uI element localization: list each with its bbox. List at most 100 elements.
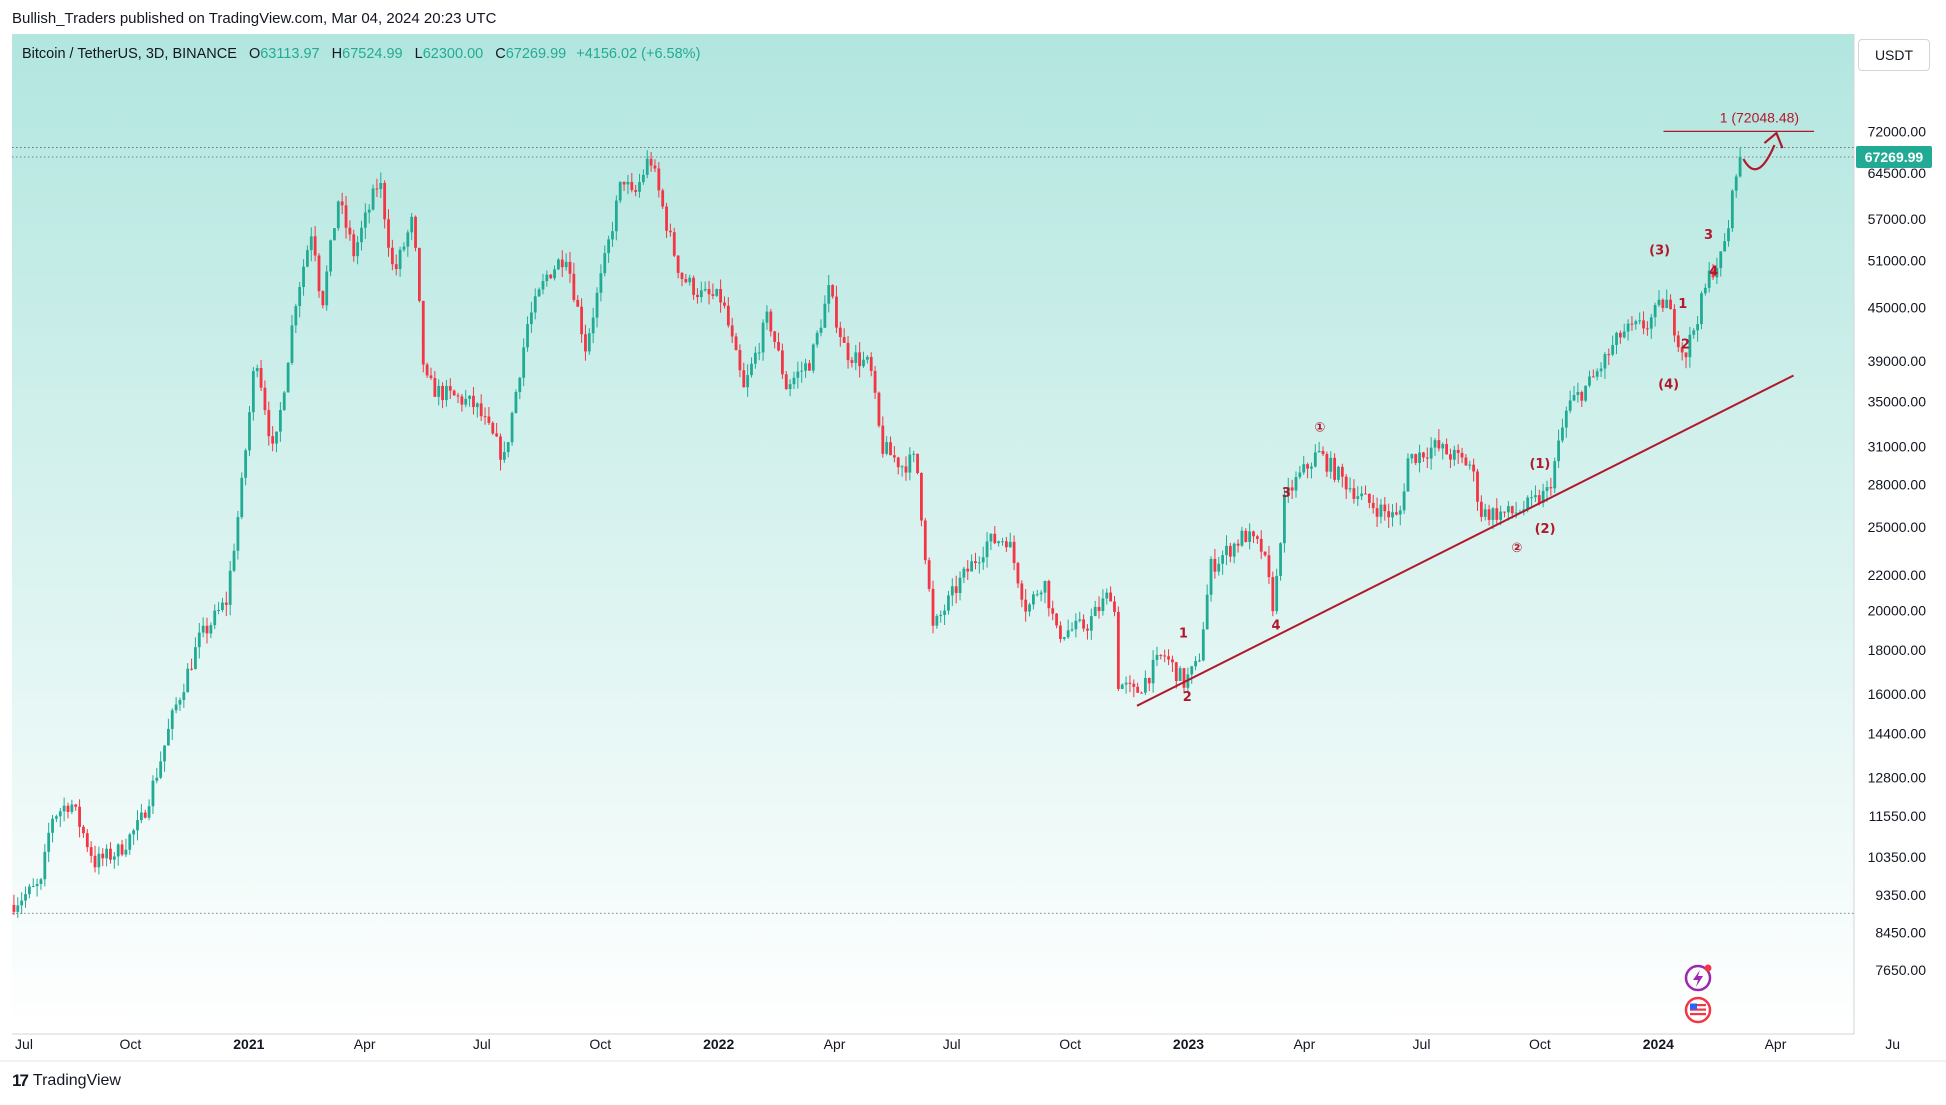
candle-up bbox=[827, 285, 831, 304]
wave-label: 1 bbox=[1179, 627, 1188, 642]
candle-up bbox=[1406, 458, 1410, 492]
candle-up bbox=[1398, 510, 1402, 515]
candle-down bbox=[993, 533, 997, 544]
price-tick-label: 12800.00 bbox=[1868, 769, 1927, 785]
candle-down bbox=[920, 473, 923, 521]
candle-down bbox=[657, 168, 661, 191]
candle-up bbox=[599, 273, 603, 293]
brand-name: TradingView bbox=[32, 1072, 121, 1089]
candle-up bbox=[1557, 440, 1560, 462]
candle-up bbox=[1310, 466, 1313, 469]
candle-down bbox=[1414, 454, 1418, 463]
candle-up bbox=[336, 201, 340, 229]
time-axis[interactable]: Jul Oct 2021 Apr Jul Oct 2022 Apr Jul Oct 2023 Apr J… bbox=[0, 1033, 1946, 1062]
wave-label: (1) bbox=[1529, 457, 1550, 472]
candle-down bbox=[730, 325, 734, 337]
candle-down bbox=[1537, 495, 1541, 504]
candle-up bbox=[1155, 654, 1159, 660]
candle-down bbox=[881, 425, 885, 454]
candle-up bbox=[1062, 637, 1066, 639]
reference-lines bbox=[12, 147, 1854, 914]
candle-down bbox=[873, 371, 877, 393]
candle-up bbox=[194, 647, 197, 670]
wave-label: 4 bbox=[1709, 265, 1718, 280]
candle-up bbox=[1514, 512, 1518, 514]
candle-down bbox=[383, 182, 387, 220]
candle-up bbox=[947, 595, 950, 611]
candle-down bbox=[576, 299, 580, 307]
candle-down bbox=[1213, 558, 1217, 572]
candle-up bbox=[282, 392, 286, 411]
candle-down bbox=[1306, 464, 1309, 469]
candle-up bbox=[1317, 450, 1321, 453]
candle-down bbox=[375, 188, 379, 190]
candle-up bbox=[1634, 321, 1638, 325]
candle-up bbox=[1286, 487, 1290, 495]
time-tick-label: Oct bbox=[120, 1036, 142, 1052]
currency-selector[interactable]: USDT bbox=[1858, 39, 1930, 71]
candle-up bbox=[1719, 251, 1723, 269]
candle-up bbox=[1715, 268, 1719, 278]
candle-up bbox=[468, 395, 472, 399]
candle-down bbox=[344, 205, 348, 228]
trendline bbox=[1136, 374, 1794, 707]
candle-up bbox=[209, 625, 213, 634]
candle-down bbox=[584, 334, 587, 352]
candle-down bbox=[448, 386, 452, 391]
candle-up bbox=[1564, 410, 1568, 428]
high-value: 67524.99 bbox=[342, 46, 403, 62]
candle-up bbox=[1028, 604, 1031, 612]
candle-down bbox=[780, 350, 784, 375]
lightning-icon[interactable] bbox=[1684, 964, 1712, 992]
candle-up bbox=[1723, 241, 1727, 252]
candle-up bbox=[58, 811, 62, 817]
candle-down bbox=[321, 291, 325, 306]
candle-up bbox=[367, 209, 371, 213]
candle-down bbox=[1024, 599, 1028, 612]
candle-down bbox=[1263, 551, 1267, 556]
candle-down bbox=[317, 255, 321, 292]
candle-down bbox=[1618, 332, 1622, 338]
price-tick-label: 20000.00 bbox=[1868, 603, 1927, 619]
candle-up bbox=[811, 344, 815, 371]
footer-brand[interactable]: 17 TradingView bbox=[12, 1071, 121, 1091]
candle-up bbox=[1201, 629, 1205, 661]
candle-up bbox=[1441, 444, 1445, 449]
candle-up bbox=[124, 849, 128, 855]
candle-down bbox=[1255, 536, 1259, 539]
candle-up bbox=[815, 332, 819, 345]
candle-down bbox=[838, 327, 842, 338]
candle-down bbox=[684, 279, 688, 283]
candle-up bbox=[244, 450, 248, 478]
candle-down bbox=[190, 668, 193, 670]
candle-down bbox=[696, 294, 699, 298]
candle-up bbox=[935, 616, 939, 626]
candle-up bbox=[611, 231, 614, 240]
candle-down bbox=[1259, 538, 1263, 552]
close-value: 67269.99 bbox=[505, 46, 567, 62]
symbol-legend: Bitcoin / TetherUS, 3D, BINANCE O63113.9… bbox=[22, 46, 700, 62]
candle-down bbox=[1020, 583, 1024, 600]
candle-down bbox=[495, 433, 499, 437]
candle-up bbox=[688, 277, 692, 283]
time-tick-label: Ju bbox=[1885, 1036, 1900, 1052]
candle-down bbox=[1472, 464, 1476, 472]
candle-up bbox=[804, 363, 807, 371]
candle-up bbox=[163, 745, 166, 762]
candle-up bbox=[1078, 619, 1082, 621]
candle-up bbox=[70, 804, 74, 812]
candle-down bbox=[769, 311, 773, 332]
candle-down bbox=[777, 341, 780, 351]
symbol-name[interactable]: Bitcoin / TetherUS, 3D, BINANCE bbox=[22, 46, 237, 62]
candle-down bbox=[927, 560, 931, 589]
candle-down bbox=[680, 272, 684, 280]
target-label: 1 (72048.48) bbox=[1720, 109, 1799, 125]
candle-down bbox=[1082, 619, 1086, 629]
candle-down bbox=[711, 294, 715, 296]
candle-down bbox=[580, 306, 583, 335]
candle-up bbox=[800, 370, 804, 372]
us-flag-icon[interactable] bbox=[1684, 996, 1712, 1024]
price-axis[interactable]: 7650.00 8450.00 9350.00 10350.00 11550.00 128… bbox=[1853, 34, 1932, 1034]
candle-down bbox=[1086, 628, 1089, 631]
